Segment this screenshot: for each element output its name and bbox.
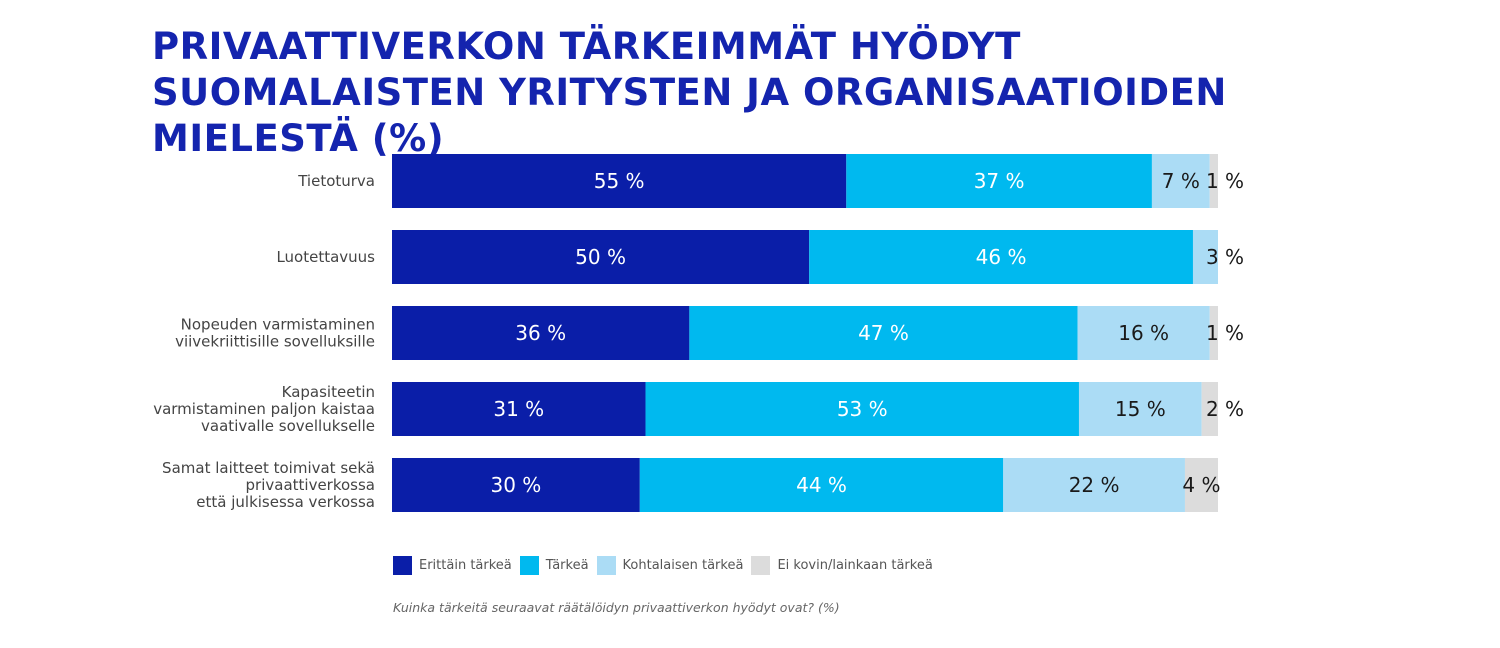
data-label: 36 %	[515, 321, 566, 345]
category-label: Luotettavuus	[276, 248, 375, 266]
legend-label: Erittäin tärkeä	[419, 558, 512, 573]
legend-item: Kohtalaisen tärkeä	[596, 556, 744, 575]
bar-row: Luotettavuus 50 % 46 % 3 %	[276, 230, 1244, 284]
bar-segment	[809, 230, 1193, 284]
category-label: Tietoturva	[297, 172, 375, 190]
bar-segment	[1192, 230, 1218, 284]
legend-swatch	[751, 556, 771, 575]
data-label: 50 %	[575, 245, 626, 269]
stacked-bar-chart: Tietoturva 55 % 37 % 7 % 1 %Luotettavuus 50 %…	[153, 154, 1244, 512]
bar-segment	[392, 154, 847, 208]
data-label: 46 %	[976, 245, 1027, 269]
legend-swatch	[519, 556, 539, 575]
legend: Erittäin tärkeä Tärkeä Kohtalaisen tärkeä E…	[393, 556, 941, 575]
category-label: Samat laitteet toimivat sekä privaattiver…	[162, 459, 375, 511]
data-label: 55 %	[594, 169, 645, 193]
bar-segment	[1078, 382, 1202, 436]
bar-segment	[392, 458, 640, 512]
data-label: 4 %	[1182, 473, 1220, 497]
bar-segment	[639, 458, 1004, 512]
data-label: 16 %	[1118, 321, 1169, 345]
data-label: 7 %	[1162, 169, 1200, 193]
data-label: 15 %	[1115, 397, 1166, 421]
data-label: 53 %	[837, 397, 888, 421]
bar-segment	[1184, 458, 1218, 512]
legend-item: Erittäin tärkeä	[393, 556, 512, 575]
data-label: 1 %	[1206, 321, 1244, 345]
legend-label: Ei kovin/lainkaan tärkeä	[777, 558, 933, 573]
bar-segment	[1077, 306, 1210, 360]
legend-label: Tärkeä	[545, 558, 589, 573]
legend-swatch	[393, 556, 412, 575]
bar-segment	[392, 306, 690, 360]
bar-segment	[1151, 154, 1210, 208]
bar-segment	[1209, 154, 1218, 208]
bar-segment	[1201, 382, 1218, 436]
data-label: 31 %	[493, 397, 544, 421]
chart-title: PRIVAATTIVERKON TÄRKEIMMÄT HYÖDYT SUOMAL…	[152, 25, 1227, 160]
legend-item: Tärkeä	[519, 556, 589, 575]
data-label: 37 %	[974, 169, 1025, 193]
data-label: 30 %	[490, 473, 541, 497]
data-label: 1 %	[1206, 169, 1244, 193]
category-label: Kapasiteetin varmistaminen paljon kaistaa…	[153, 383, 375, 435]
data-label: 44 %	[796, 473, 847, 497]
bar-segment	[1209, 306, 1218, 360]
bar-segment	[645, 382, 1079, 436]
bar-segment	[1003, 458, 1185, 512]
bar-row: Nopeuden varmistaminen viivekriittisille …	[175, 306, 1244, 360]
category-label: Nopeuden varmistaminen viivekriittisille …	[175, 316, 375, 351]
data-label: 22 %	[1069, 473, 1120, 497]
bar-row: Kapasiteetin varmistaminen paljon kaistaa…	[153, 382, 1244, 436]
data-label: 47 %	[858, 321, 909, 345]
chart-note: Kuinka tärkeitä seuraavat räätälöidyn pr…	[393, 600, 840, 615]
bar-segment	[689, 306, 1078, 360]
legend-label: Kohtalaisen tärkeä	[622, 558, 744, 573]
bar-segment	[392, 230, 810, 284]
legend-swatch	[596, 556, 616, 575]
bar-segment	[846, 154, 1152, 208]
data-label: 2 %	[1206, 397, 1244, 421]
bar-row: Samat laitteet toimivat sekä privaattiver…	[162, 458, 1221, 512]
data-label: 3 %	[1206, 245, 1244, 269]
bar-segment	[392, 382, 646, 436]
bar-row: Tietoturva 55 % 37 % 7 % 1 %	[297, 154, 1244, 208]
legend-item: Ei kovin/lainkaan tärkeä	[751, 556, 933, 575]
